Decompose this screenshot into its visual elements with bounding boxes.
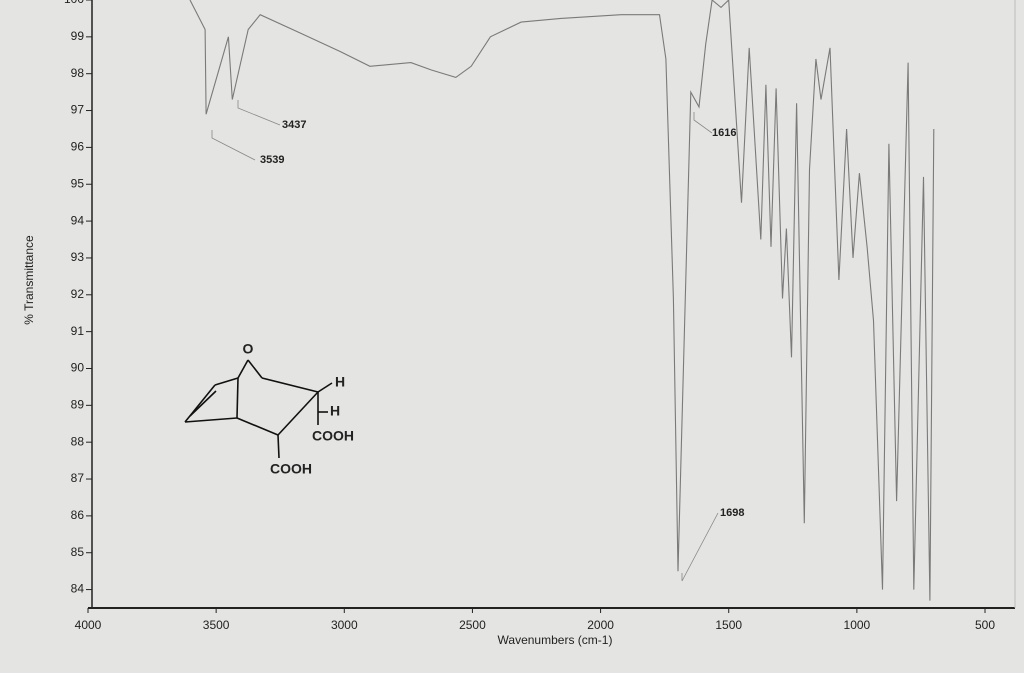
bond (184, 384, 216, 423)
leader-line (237, 100, 281, 126)
structure (184, 359, 333, 459)
y-tick-label: 84 (71, 582, 85, 596)
y-tick-label: 92 (71, 287, 85, 301)
annotation: 3437 (282, 119, 306, 131)
y-tick-label: 100 (64, 0, 84, 6)
y-tick-label: 91 (71, 324, 85, 338)
x-tick-label: 2000 (587, 618, 614, 632)
atom-label: H (330, 403, 340, 419)
x-tick-label: 1500 (715, 618, 742, 632)
spectrum-line (189, 0, 935, 601)
y-tick-label: 85 (71, 545, 85, 559)
y-axis-label: % Transmittance (22, 235, 36, 325)
y-tick-label: 94 (71, 213, 85, 227)
bond (184, 417, 238, 423)
y-tick-label: 86 (71, 508, 85, 522)
y-tick-label: 87 (71, 471, 85, 485)
bond (237, 359, 249, 379)
annotation: 1616 (712, 127, 736, 139)
y-tick-label: 98 (71, 66, 85, 80)
bond (277, 434, 280, 459)
x-tick-label: 500 (975, 618, 995, 632)
x-axis-label: Wavenumbers (cm-1) (498, 633, 613, 647)
atom-label: H (335, 374, 345, 390)
x-tick-label: 3000 (331, 618, 358, 632)
atom-label: O (243, 341, 254, 357)
annotation: 1698 (720, 507, 744, 519)
atom-label: COOH (270, 461, 312, 477)
y-tick-label: 89 (71, 398, 85, 412)
y-tick-label: 88 (71, 434, 85, 448)
leader-line (693, 112, 713, 134)
bond (236, 417, 279, 436)
atom-label: COOH (312, 428, 354, 444)
y-tick-label: 96 (71, 140, 85, 154)
annotation: 3539 (260, 154, 284, 166)
x-tick-label: 2500 (459, 618, 486, 632)
bond (277, 391, 319, 436)
x-tick-label: 4000 (75, 618, 102, 632)
bond (214, 377, 239, 386)
x-tick-label: 1000 (844, 618, 871, 632)
bond (317, 382, 333, 393)
bond (236, 377, 239, 419)
leader-line (211, 130, 256, 161)
y-tick-label: 93 (71, 250, 85, 264)
bond (261, 377, 319, 393)
x-tick-label: 3500 (203, 618, 230, 632)
y-tick-label: 97 (71, 103, 85, 117)
leader-line (681, 512, 719, 582)
y-tick-label: 95 (71, 176, 85, 190)
y-tick-label: 90 (71, 361, 85, 375)
bond (247, 359, 263, 379)
bond (189, 390, 217, 417)
y-tick-label: 99 (71, 29, 85, 43)
